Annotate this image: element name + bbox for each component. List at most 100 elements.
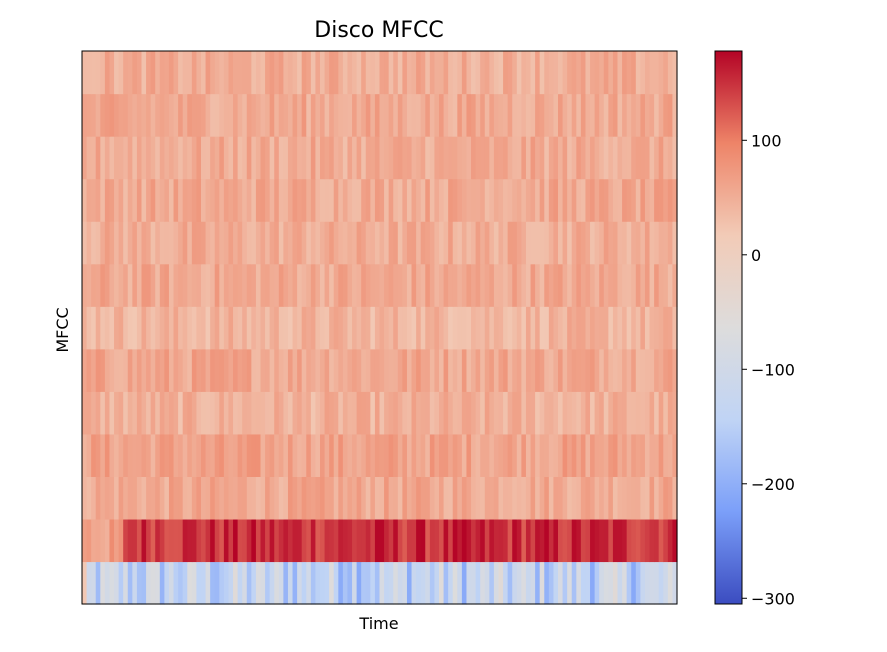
heatmap-cell (374, 433, 381, 477)
heatmap-cell (603, 561, 609, 605)
heatmap-cell (132, 93, 138, 137)
heatmap-cell (640, 51, 646, 95)
heatmap-cell (626, 433, 632, 477)
heatmap-cell (292, 263, 298, 307)
heatmap-cell (168, 136, 175, 180)
heatmap-cell (320, 391, 326, 435)
heatmap-cell (155, 93, 161, 137)
heatmap-cell (562, 348, 568, 392)
heatmap-cell (667, 476, 674, 520)
heatmap-cell (178, 391, 184, 435)
heatmap-cell (521, 306, 527, 350)
heatmap-cell (114, 136, 120, 180)
heatmap-cell (255, 221, 262, 265)
heatmap-cell (672, 391, 678, 435)
heatmap-cell (269, 51, 275, 95)
heatmap-cell (640, 221, 646, 265)
heatmap-cell (489, 433, 495, 477)
heatmap-cell (123, 178, 129, 222)
heatmap-cell (425, 263, 431, 307)
heatmap-cell (91, 263, 97, 307)
heatmap-cell (530, 476, 536, 520)
heatmap-cell (603, 348, 609, 392)
heatmap-cell (576, 263, 582, 307)
heatmap-cell (544, 476, 550, 520)
heatmap-cell (205, 51, 211, 95)
heatmap-cell (352, 518, 358, 563)
heatmap-cell (439, 561, 445, 605)
heatmap-cell (525, 306, 532, 350)
heatmap-cell (594, 263, 600, 307)
heatmap-cell (214, 391, 220, 435)
heatmap-cell (269, 518, 275, 563)
heatmap-cell (521, 136, 527, 180)
heatmap-cell (356, 306, 362, 350)
heatmap-cell (429, 476, 436, 520)
heatmap-cell (553, 518, 559, 563)
heatmap-cell (100, 476, 106, 520)
heatmap-cell (443, 518, 449, 563)
heatmap-cell (590, 221, 596, 265)
heatmap-cell (635, 476, 641, 520)
heatmap-cell (210, 476, 216, 520)
heatmap-cell (265, 433, 271, 477)
heatmap-cell (503, 306, 509, 350)
heatmap-cell (219, 306, 225, 350)
heatmap-cell (512, 518, 518, 563)
heatmap-cell (484, 178, 490, 222)
heatmap-cell (498, 263, 504, 307)
heatmap-cell (452, 433, 458, 477)
heatmap-cell (374, 93, 381, 137)
heatmap-cell (118, 93, 124, 137)
heatmap-cell (214, 476, 220, 520)
heatmap-cell (155, 221, 161, 265)
heatmap-cell (315, 518, 321, 563)
heatmap-cell (672, 348, 678, 392)
heatmap-cell (425, 561, 431, 605)
heatmap-cell (187, 93, 193, 137)
heatmap-cell (471, 348, 477, 392)
heatmap-cell (146, 433, 152, 477)
heatmap-cell (466, 561, 472, 605)
heatmap-cell (562, 136, 568, 180)
heatmap-cell (82, 178, 88, 222)
heatmap-cell (127, 306, 133, 350)
heatmap-cell (635, 433, 641, 477)
heatmap-cell (187, 433, 193, 477)
heatmap-cell (310, 93, 317, 137)
heatmap-cell (141, 178, 147, 222)
heatmap-cell (406, 476, 413, 520)
heatmap-cell (164, 93, 170, 137)
heatmap-cell (480, 136, 486, 180)
heatmap-cell (223, 391, 230, 435)
heatmap-cell (274, 348, 280, 392)
heatmap-cell (86, 518, 92, 563)
heatmap-cell (118, 51, 124, 95)
heatmap-cell (397, 391, 403, 435)
heatmap-cell (95, 263, 101, 307)
heatmap-cell (498, 561, 504, 605)
heatmap-cell (512, 221, 518, 265)
heatmap-cell (182, 391, 188, 435)
heatmap-cell (233, 476, 239, 520)
heatmap-cell (448, 306, 454, 350)
heatmap-cell (622, 391, 628, 435)
heatmap-cell (352, 178, 358, 222)
heatmap-cell (425, 221, 431, 265)
heatmap-cell (644, 221, 651, 265)
heatmap-cell (333, 136, 339, 180)
heatmap-cell (663, 433, 669, 477)
heatmap-cell (448, 221, 454, 265)
heatmap-cell (425, 51, 431, 95)
heatmap-cell (461, 51, 468, 95)
heatmap-cell (594, 221, 600, 265)
heatmap-cell (260, 51, 266, 95)
heatmap-cell (292, 391, 298, 435)
heatmap-cell (516, 433, 522, 477)
heatmap-cell (173, 136, 179, 180)
heatmap-cell (608, 178, 614, 222)
heatmap-cell (233, 93, 239, 137)
heatmap-cell (104, 221, 111, 265)
heatmap-cell (310, 306, 317, 350)
heatmap-cell (356, 178, 362, 222)
